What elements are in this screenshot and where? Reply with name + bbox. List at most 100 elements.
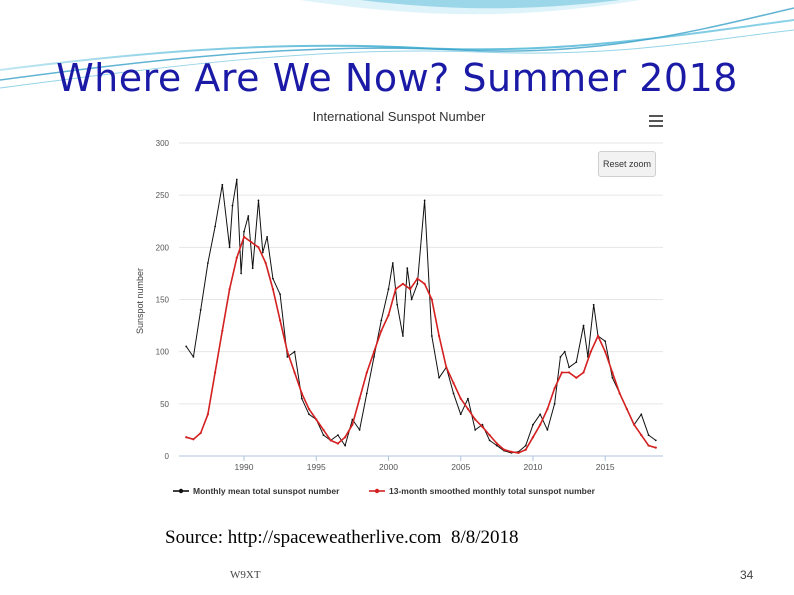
hamburger-menu-icon[interactable] — [649, 115, 663, 127]
data-point-smoothed — [329, 439, 332, 442]
data-point-smoothed — [466, 407, 470, 411]
data-point-smoothed — [235, 256, 238, 259]
x-tick-label: 2015 — [596, 462, 615, 472]
data-point-monthly — [430, 335, 433, 337]
data-point-monthly — [481, 423, 484, 426]
legend-item-monthly[interactable]: Monthly mean total sunspot number — [193, 486, 340, 496]
data-point-monthly — [402, 335, 404, 337]
reset-zoom-button[interactable]: Reset zoom — [598, 151, 656, 177]
data-point-smoothed — [409, 287, 412, 291]
chart-title: International Sunspot Number — [313, 109, 486, 124]
data-point-smoothed — [430, 298, 433, 301]
data-point-smoothed — [271, 287, 275, 291]
data-point-monthly — [438, 376, 440, 379]
sunspot-chart: International Sunspot Number 0 50 100 150 20… — [115, 103, 683, 506]
data-point-smoothed — [546, 407, 549, 411]
data-point-smoothed — [264, 261, 267, 265]
data-point-monthly — [546, 429, 549, 431]
data-point-monthly — [300, 397, 303, 400]
data-point-smoothed — [452, 381, 455, 385]
data-point-monthly — [286, 355, 289, 358]
data-point-smoothed — [344, 436, 347, 439]
data-point-smoothed — [228, 287, 231, 291]
data-point-monthly — [247, 215, 250, 217]
y-tick-label: 250 — [156, 191, 170, 200]
data-point-smoothed — [654, 446, 657, 449]
data-point-smoothed — [524, 448, 527, 451]
data-point-smoothed — [640, 434, 643, 437]
data-point-monthly — [293, 350, 296, 353]
data-point-monthly — [467, 397, 469, 400]
data-point-smoothed — [394, 287, 397, 291]
data-point-smoothed — [582, 371, 585, 374]
data-point-monthly — [380, 319, 383, 322]
x-tick-label: 2005 — [451, 462, 470, 472]
y-axis-label: Sunspot number — [135, 268, 145, 334]
data-point-smoothed — [647, 444, 650, 447]
data-point-smoothed — [300, 392, 303, 395]
data-point-smoothed — [502, 448, 506, 451]
data-point-smoothed — [199, 431, 202, 435]
data-point-monthly — [647, 434, 650, 437]
data-point-smoothed — [372, 350, 376, 353]
data-point-smoothed — [322, 428, 325, 432]
data-point-smoothed — [380, 329, 383, 332]
data-point-smoothed — [214, 371, 217, 374]
data-point-monthly — [214, 225, 217, 228]
x-tick-label: 2000 — [379, 462, 398, 472]
source-label: Source: — [165, 527, 228, 548]
data-point-smoothed — [553, 387, 556, 390]
data-point-smoothed — [531, 436, 535, 439]
data-point-smoothed — [560, 371, 563, 374]
data-point-monthly — [221, 183, 224, 186]
data-point-smoothed — [575, 376, 578, 379]
y-tick-label: 0 — [165, 452, 170, 461]
data-point-smoothed — [474, 418, 477, 421]
data-point-monthly — [266, 236, 269, 238]
data-point-smoothed — [437, 334, 441, 338]
chart-legend[interactable]: Monthly mean total sunspot number 13-mont… — [173, 486, 596, 496]
chart-series — [185, 178, 657, 454]
legend-item-smoothed[interactable]: 13-month smoothed monthly total sunspot … — [389, 486, 596, 496]
data-point-smoothed — [625, 407, 628, 411]
data-point-smoothed — [604, 350, 607, 353]
data-point-monthly — [351, 418, 354, 421]
data-point-monthly — [235, 178, 238, 181]
data-point-monthly — [532, 423, 534, 426]
data-point-smoothed — [589, 350, 592, 353]
data-point-monthly — [391, 262, 394, 264]
data-point-monthly — [228, 246, 231, 249]
data-point-smoothed — [423, 282, 426, 285]
decorative-wave-banner — [0, 0, 794, 89]
source-citation: Source: http://spaceweatherlive.com 8/8/… — [165, 527, 519, 549]
data-point-monthly — [592, 303, 595, 306]
data-point-smoothed — [495, 442, 498, 445]
y-tick-label: 200 — [156, 243, 170, 252]
data-point-monthly — [563, 350, 566, 353]
legend-swatch-marker — [374, 488, 380, 494]
data-point-smoothed — [618, 392, 621, 395]
data-point-monthly — [257, 199, 260, 202]
data-point-smoothed — [286, 350, 289, 353]
data-point-monthly — [575, 361, 578, 363]
data-point-smoothed — [387, 314, 390, 317]
data-point-monthly — [199, 309, 202, 311]
source-link[interactable]: http://spaceweatherlive.com — [227, 527, 442, 548]
data-point-monthly — [423, 199, 426, 202]
data-point-smoothed — [315, 418, 318, 421]
data-point-smoothed — [365, 371, 368, 374]
data-point-monthly — [604, 340, 607, 343]
data-point-smoothed — [416, 277, 419, 280]
data-point-smoothed — [596, 334, 600, 338]
data-point-smoothed — [185, 436, 188, 439]
data-point-monthly — [654, 439, 657, 442]
legend-swatch-marker — [178, 488, 184, 494]
data-point-smoothed — [351, 423, 354, 426]
data-point-monthly — [396, 303, 399, 306]
data-point-monthly — [261, 251, 264, 254]
data-point-monthly — [322, 434, 325, 437]
data-point-monthly — [337, 434, 339, 437]
chart-canvas: International Sunspot Number 0 50 100 150 20… — [135, 109, 663, 496]
data-point-monthly — [495, 444, 498, 447]
y-tick-label: 300 — [156, 139, 170, 148]
